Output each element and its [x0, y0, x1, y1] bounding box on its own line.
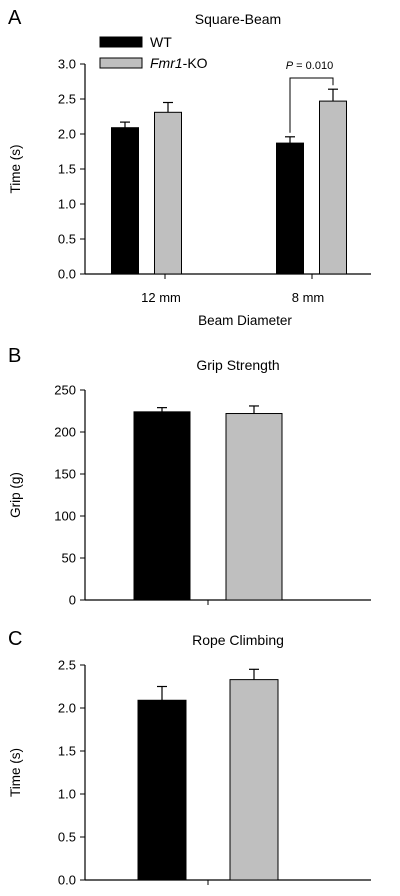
chart-title: Grip Strength	[196, 357, 279, 373]
chart-panel-c: C Rope Climbing 0.0 0.5 1.0 1.5 2.0 2.5 Time (s)	[8, 628, 371, 888]
y-tick-label: 1.0	[58, 787, 76, 802]
bar	[137, 699, 187, 881]
legend-label: Fmr1-KO	[150, 55, 208, 71]
bar	[111, 127, 139, 275]
significance-annotation: P = 0.010	[286, 60, 334, 133]
y-tick-label: 2.5	[58, 92, 76, 107]
x-axis-label: Beam Diameter	[198, 313, 292, 328]
y-tick-label: 0.5	[58, 830, 76, 845]
y-tick-label: 2.0	[58, 127, 76, 142]
legend-swatch	[99, 57, 143, 69]
panel-letter: C	[8, 628, 22, 650]
p-value-label: P = 0.010	[286, 60, 333, 72]
bar	[133, 411, 191, 601]
bar	[154, 111, 182, 275]
y-tick-label: 100	[54, 509, 76, 524]
chart-title: Rope Climbing	[192, 632, 284, 648]
y-tick-label: 200	[54, 425, 76, 440]
x-tick-label: 8 mm	[292, 290, 325, 305]
y-tick-label: 0	[69, 593, 76, 608]
x-tick-label: 12 mm	[141, 290, 181, 305]
y-tick-label: 250	[54, 383, 76, 398]
y-tick-label: 3.0	[58, 57, 76, 72]
bar	[276, 142, 304, 275]
legend-label: WT	[150, 34, 172, 50]
y-tick-label: 1.5	[58, 744, 76, 759]
bar	[225, 413, 283, 601]
chart-panel-b: B Grip Strength 0 50 100 150 200 250 Grip (g)	[8, 345, 371, 608]
y-tick-label: 2.0	[58, 701, 76, 716]
y-axis-label: Time (s)	[8, 145, 23, 194]
y-tick-label: 1.0	[58, 197, 76, 212]
significance-bracket	[289, 77, 334, 133]
bar	[229, 679, 279, 881]
panel-letter: A	[8, 7, 22, 29]
bar	[319, 100, 347, 275]
panel-letter: B	[8, 345, 21, 367]
y-tick-label: 150	[54, 467, 76, 482]
y-axis-label: Grip (g)	[8, 472, 23, 518]
chart-panel-a: A Square-Beam 0.0 0.5 1.0 1.5 2.0 2.5 3.0 Time (s…	[8, 7, 371, 328]
y-tick-label: 0.0	[58, 873, 76, 888]
y-tick-label: 2.5	[58, 658, 76, 673]
y-tick-label: 0.0	[58, 267, 76, 282]
y-tick-label: 1.5	[58, 162, 76, 177]
y-tick-label: 0.5	[58, 232, 76, 247]
y-axis-label: Time (s)	[8, 748, 23, 797]
chart-title: Square-Beam	[195, 11, 281, 27]
y-tick-label: 50	[62, 551, 76, 566]
legend-swatch	[99, 36, 143, 48]
legend: WT Fmr1-KO	[99, 34, 208, 71]
